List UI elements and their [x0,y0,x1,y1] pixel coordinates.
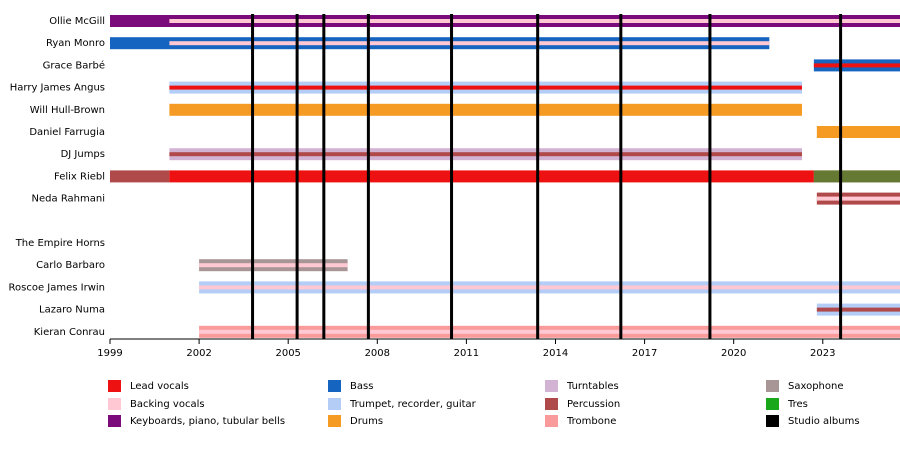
secondary-role-bar [816,196,900,201]
legend-swatch [766,415,779,427]
x-tick-label: 2014 [543,348,568,359]
legend-swatch [766,398,779,410]
role-bar [169,170,814,183]
legend-label: Trombone [566,416,616,427]
x-tick-label: 2002 [186,348,211,359]
x-tick-label: 2011 [454,348,479,359]
legend-swatch [545,398,558,410]
legend-swatch [108,398,121,410]
x-tick-label: 2020 [721,348,746,359]
x-tick-label: 1999 [97,348,122,359]
legend-swatch [545,380,558,392]
member-label: Will Hull-Brown [30,105,105,116]
legend-label: Keyboards, piano, tubular bells [130,416,285,427]
role-bar [110,170,170,183]
member-label: Harry James Angus [10,83,105,94]
x-tick-label: 2023 [810,348,835,359]
role-bar [816,126,900,138]
member-label: Roscoe James Irwin [9,282,106,293]
legend-label: Backing vocals [130,399,205,410]
legend-swatch [108,415,121,427]
legend-label: Percussion [567,399,620,410]
member-label: Carlo Barbaro [36,260,105,271]
member-label: Grace Barbé [43,59,105,71]
member-label: Neda Rahmani [32,194,105,205]
member-label: Lazaro Numa [39,305,105,316]
secondary-role-bar [169,19,900,23]
secondary-role-bar [199,263,348,268]
legend-swatch [766,380,779,392]
secondary-role-bar [199,285,900,290]
secondary-role-bar [813,63,900,68]
member-label: Ryan Monro [46,38,105,49]
legend-swatch [328,380,341,392]
legend-label: Turntables [566,381,619,392]
legend-swatch [545,415,558,427]
secondary-role-bar [199,329,900,334]
legend-label: Trumpet, recorder, guitar [349,399,477,410]
legend-swatch [108,380,121,392]
member-label: Kieran Conrau [34,327,105,338]
role-bar [169,103,802,116]
legend-label: Drums [350,416,383,427]
secondary-role-bar [816,307,900,312]
legend-label: Saxophone [788,381,844,392]
legend-label: Bass [350,381,373,392]
member-label: DJ Jumps [61,149,105,160]
legend-swatch [328,398,341,410]
secondary-role-bar [169,152,802,157]
legend-label: Studio albums [788,416,860,427]
legend-swatch [328,415,341,427]
member-label: Ollie McGill [49,16,105,27]
secondary-role-bar [169,41,770,46]
x-tick-label: 2008 [365,348,390,359]
member-label: Daniel Farrugia [29,127,105,138]
legend-label: Tres [787,399,808,410]
x-tick-label: 2017 [632,348,657,359]
legend-label: Lead vocals [130,381,189,392]
secondary-role-bar [169,85,802,90]
x-tick-label: 2005 [275,348,300,359]
member-label: The Empire Horns [15,238,105,249]
member-label: Felix Riebl [54,171,105,182]
role-bar [813,170,900,183]
